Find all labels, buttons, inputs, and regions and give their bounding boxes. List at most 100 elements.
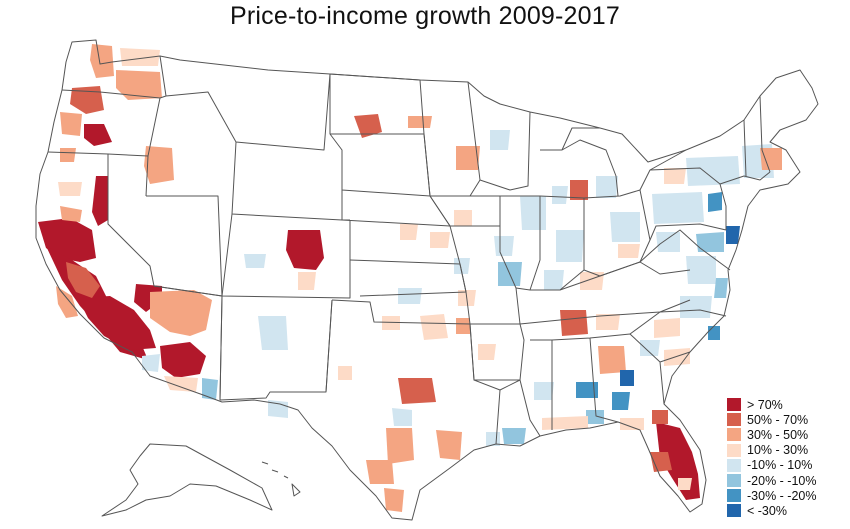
region-virginia-coast (714, 278, 728, 298)
map-legend: > 70% 50% - 70% 30% - 50% 10% - 30% -10% - 1… (727, 397, 816, 519)
region-nc-coast (708, 326, 720, 340)
state-line-wa-or (61, 89, 161, 99)
region-pennsylvania (652, 192, 704, 224)
legend-swatch (727, 489, 741, 503)
region-california-north-east (92, 176, 108, 226)
region-charlotte (654, 318, 680, 338)
region-kansas-east (398, 288, 422, 304)
region-washington-east (116, 70, 162, 100)
region-north-dakota-east (408, 116, 432, 128)
region-oklahoma-tulsa (478, 344, 496, 360)
region-north-carolina (680, 296, 712, 318)
metro-regions (38, 44, 782, 512)
legend-swatch (727, 413, 741, 427)
region-oklahoma-east (456, 318, 470, 334)
region-oregon-coast (60, 112, 82, 136)
region-south-carolina (640, 340, 660, 356)
legend-label: -10% - 10% (747, 458, 813, 473)
region-georgia-east (620, 370, 634, 386)
region-georgia-south (612, 392, 630, 410)
region-dallas (398, 378, 436, 404)
region-philadelphia (708, 192, 722, 212)
region-minneapolis (456, 146, 480, 170)
legend-item: > 70% (727, 397, 816, 412)
region-florida-west (650, 452, 672, 472)
legend-swatch (727, 474, 741, 488)
region-st-louis (494, 236, 514, 256)
region-seattle (90, 44, 114, 78)
region-chicago (520, 196, 546, 230)
region-tennessee (596, 314, 620, 330)
region-missouri (454, 258, 470, 274)
legend-item: < -30% (727, 503, 816, 518)
map-title: Price-to-income growth 2009-2017 (230, 2, 620, 30)
region-alabama-south (586, 410, 604, 424)
region-west-virginia (656, 232, 680, 252)
region-alabama (576, 382, 598, 398)
state-line-carolinas (629, 309, 727, 363)
region-austin (386, 428, 414, 464)
legend-label: 50% - 70% (747, 412, 809, 427)
region-florida-panhandle (620, 418, 644, 430)
region-wisconsin (490, 130, 510, 150)
legend-label: 10% - 30% (747, 443, 809, 458)
region-new-jersey (726, 226, 740, 244)
region-iowa (454, 210, 472, 226)
region-northern-ca (58, 182, 82, 196)
region-arizona-yuma (202, 378, 218, 400)
legend-label: < -30% (747, 503, 787, 518)
region-ohio-south (618, 244, 640, 258)
legend-item: 10% - 30% (727, 443, 816, 458)
state-line-nv-ut (146, 195, 223, 297)
region-oregon-west (70, 86, 104, 114)
state-line-pa-ny (639, 149, 727, 230)
region-colorado-south (298, 272, 316, 290)
region-california-bay (38, 218, 96, 262)
state-line-mt (165, 73, 331, 151)
region-ohio (610, 212, 640, 242)
region-texas-west (392, 408, 412, 426)
region-florida-north (652, 410, 668, 424)
legend-swatch (727, 504, 741, 518)
legend-item: 30% - 50% (727, 427, 816, 442)
region-boston (760, 148, 782, 170)
region-nebraska (430, 232, 450, 248)
legend-swatch (727, 458, 741, 472)
region-texas-north (382, 316, 400, 330)
region-texas-panhandle (338, 366, 352, 380)
state-line-tx-west (325, 299, 333, 393)
region-michigan (596, 176, 618, 198)
region-kentucky (580, 272, 604, 290)
region-oregon-south (60, 148, 76, 162)
region-florida-south (678, 478, 692, 490)
region-arizona-tucson (164, 376, 198, 392)
legend-label: > 70% (747, 397, 783, 412)
legend-item: 50% - 70% (727, 412, 816, 427)
legend-label: -20% - -10% (747, 473, 817, 488)
region-virginia (686, 256, 716, 284)
region-mississippi (534, 382, 554, 400)
region-kansas (400, 224, 418, 240)
region-new-york (686, 156, 740, 186)
region-denver (286, 230, 324, 270)
state-line-ok-tx (331, 299, 501, 445)
region-new-mexico (258, 316, 288, 350)
region-california-mid (66, 262, 100, 298)
region-texas-south (384, 488, 404, 512)
state-line-ky-tn (519, 261, 691, 325)
region-california-south (78, 296, 156, 350)
legend-swatch (727, 428, 741, 442)
legend-item: -10% - 10% (727, 458, 816, 473)
legend-item: -20% - -10% (727, 473, 816, 488)
region-atlanta (598, 346, 626, 374)
region-north-dakota (354, 114, 382, 138)
region-san-antonio (366, 460, 394, 484)
state-line-new-england (719, 95, 771, 185)
state-line-wi-il (479, 111, 541, 291)
region-gulf-coast (542, 416, 588, 430)
alaska-outline (101, 443, 273, 517)
region-maryland (696, 232, 724, 252)
state-line-id (145, 55, 167, 197)
state-line-ar-la (469, 323, 541, 437)
state-line-ms-al-ga (530, 333, 665, 430)
